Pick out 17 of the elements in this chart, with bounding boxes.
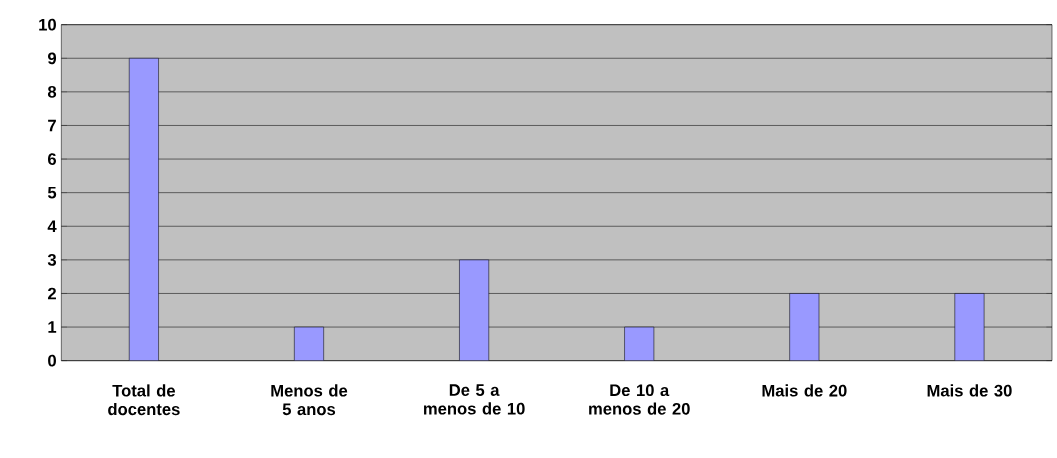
- y-tick-label: 0: [48, 354, 56, 367]
- x-tick-label: Total de docentes: [108, 384, 180, 416]
- y-tick-label: 6: [48, 153, 57, 165]
- x-tick-label: Mais de 20: [762, 384, 847, 397]
- y-tick-label: 7: [48, 119, 56, 132]
- x-tick-label: De 5 a menos de 10: [424, 384, 525, 415]
- y-tick-label: 3: [47, 253, 57, 266]
- y-tick-label: 8: [47, 85, 57, 98]
- y-tick-label: 1: [48, 321, 57, 333]
- x-tick-label: De 10 a menos de 20: [589, 384, 690, 415]
- x-tick-label: Menos de 5 anos: [271, 384, 348, 416]
- y-tick-label: 4: [47, 220, 57, 232]
- y-tick-label: 5: [47, 186, 57, 199]
- y-tick-label: 2: [47, 287, 56, 300]
- y-tick-label: 9: [47, 52, 57, 65]
- x-tick-label: Mais de 30: [927, 384, 1012, 397]
- y-tick-label: 10: [39, 18, 56, 31]
